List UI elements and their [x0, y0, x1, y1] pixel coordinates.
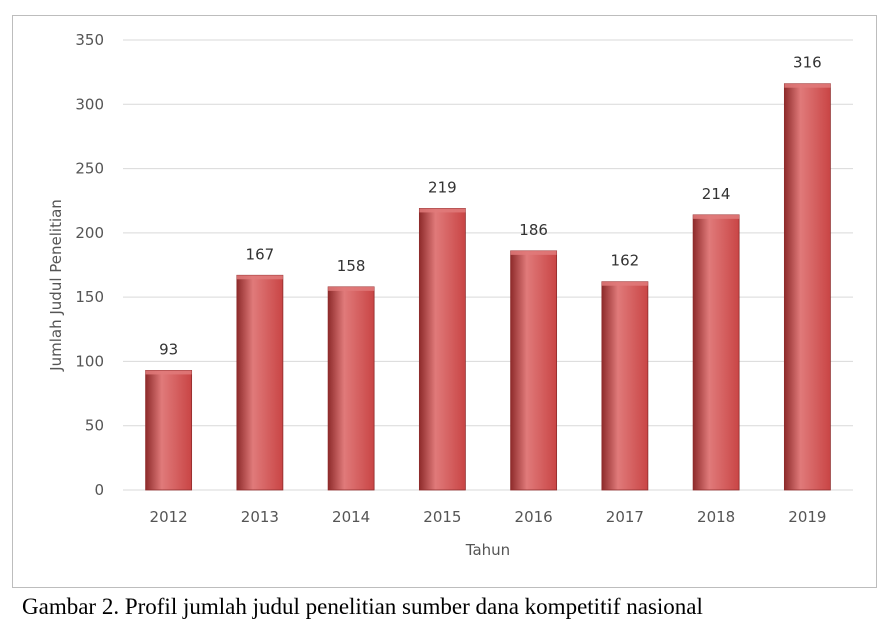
x-axis-title: Tahun: [465, 541, 510, 559]
y-tick-label: 350: [75, 31, 104, 49]
data-label: 158: [337, 257, 366, 275]
data-labels: 93 167 158 219 186 162 214 316: [159, 54, 822, 359]
y-tick-label: 150: [75, 288, 104, 306]
bar-top-cap: [693, 214, 740, 219]
bar-top-cap: [784, 83, 831, 88]
x-tick-label: 2016: [515, 508, 553, 526]
x-axis-ticks: 2012 2013 2014 2015 2016 2017 2018 2019: [150, 508, 827, 526]
y-tick-label: 50: [85, 417, 104, 435]
bar: [418, 208, 466, 491]
data-label: 186: [519, 221, 548, 239]
data-label: 167: [246, 245, 275, 263]
x-tick-label: 2013: [241, 508, 279, 526]
bar-top-cap: [328, 286, 375, 291]
data-label: 214: [702, 185, 731, 203]
bars: [145, 83, 831, 491]
bar-chart: 0 50 100 150 200 250 300 350 93 167 158 219 186 162 2…: [47, 31, 853, 559]
data-label: 162: [611, 252, 640, 270]
x-tick-label: 2018: [697, 508, 735, 526]
bar-top-cap: [510, 250, 557, 255]
y-axis-title: Jumlah Judul Penelitian: [47, 199, 65, 372]
bar: [236, 274, 284, 491]
y-tick-label: 0: [94, 481, 104, 499]
bar: [692, 214, 740, 491]
bar: [510, 250, 558, 491]
y-axis-ticks: 0 50 100 150 200 250 300 350: [75, 31, 104, 499]
figure-caption: Gambar 2. Profil jumlah judul penelitian…: [22, 594, 703, 619]
y-tick-label: 200: [75, 224, 104, 242]
x-tick-label: 2012: [150, 508, 188, 526]
bar: [145, 370, 193, 491]
x-tick-label: 2017: [606, 508, 644, 526]
bar: [783, 83, 831, 491]
data-label: 316: [793, 54, 822, 72]
x-tick-label: 2019: [788, 508, 826, 526]
bar-top-cap: [145, 370, 192, 375]
y-tick-label: 100: [75, 352, 104, 370]
bar: [327, 286, 375, 491]
bar-top-cap: [601, 281, 648, 286]
bar: [601, 281, 649, 491]
x-tick-label: 2014: [332, 508, 370, 526]
bar-top-cap: [419, 208, 466, 213]
gridlines: [123, 39, 853, 491]
y-tick-label: 300: [75, 95, 104, 113]
bar-top-cap: [236, 275, 283, 280]
data-label: 93: [159, 340, 178, 358]
data-label: 219: [428, 178, 457, 196]
y-tick-label: 250: [75, 160, 104, 178]
x-tick-label: 2015: [423, 508, 461, 526]
